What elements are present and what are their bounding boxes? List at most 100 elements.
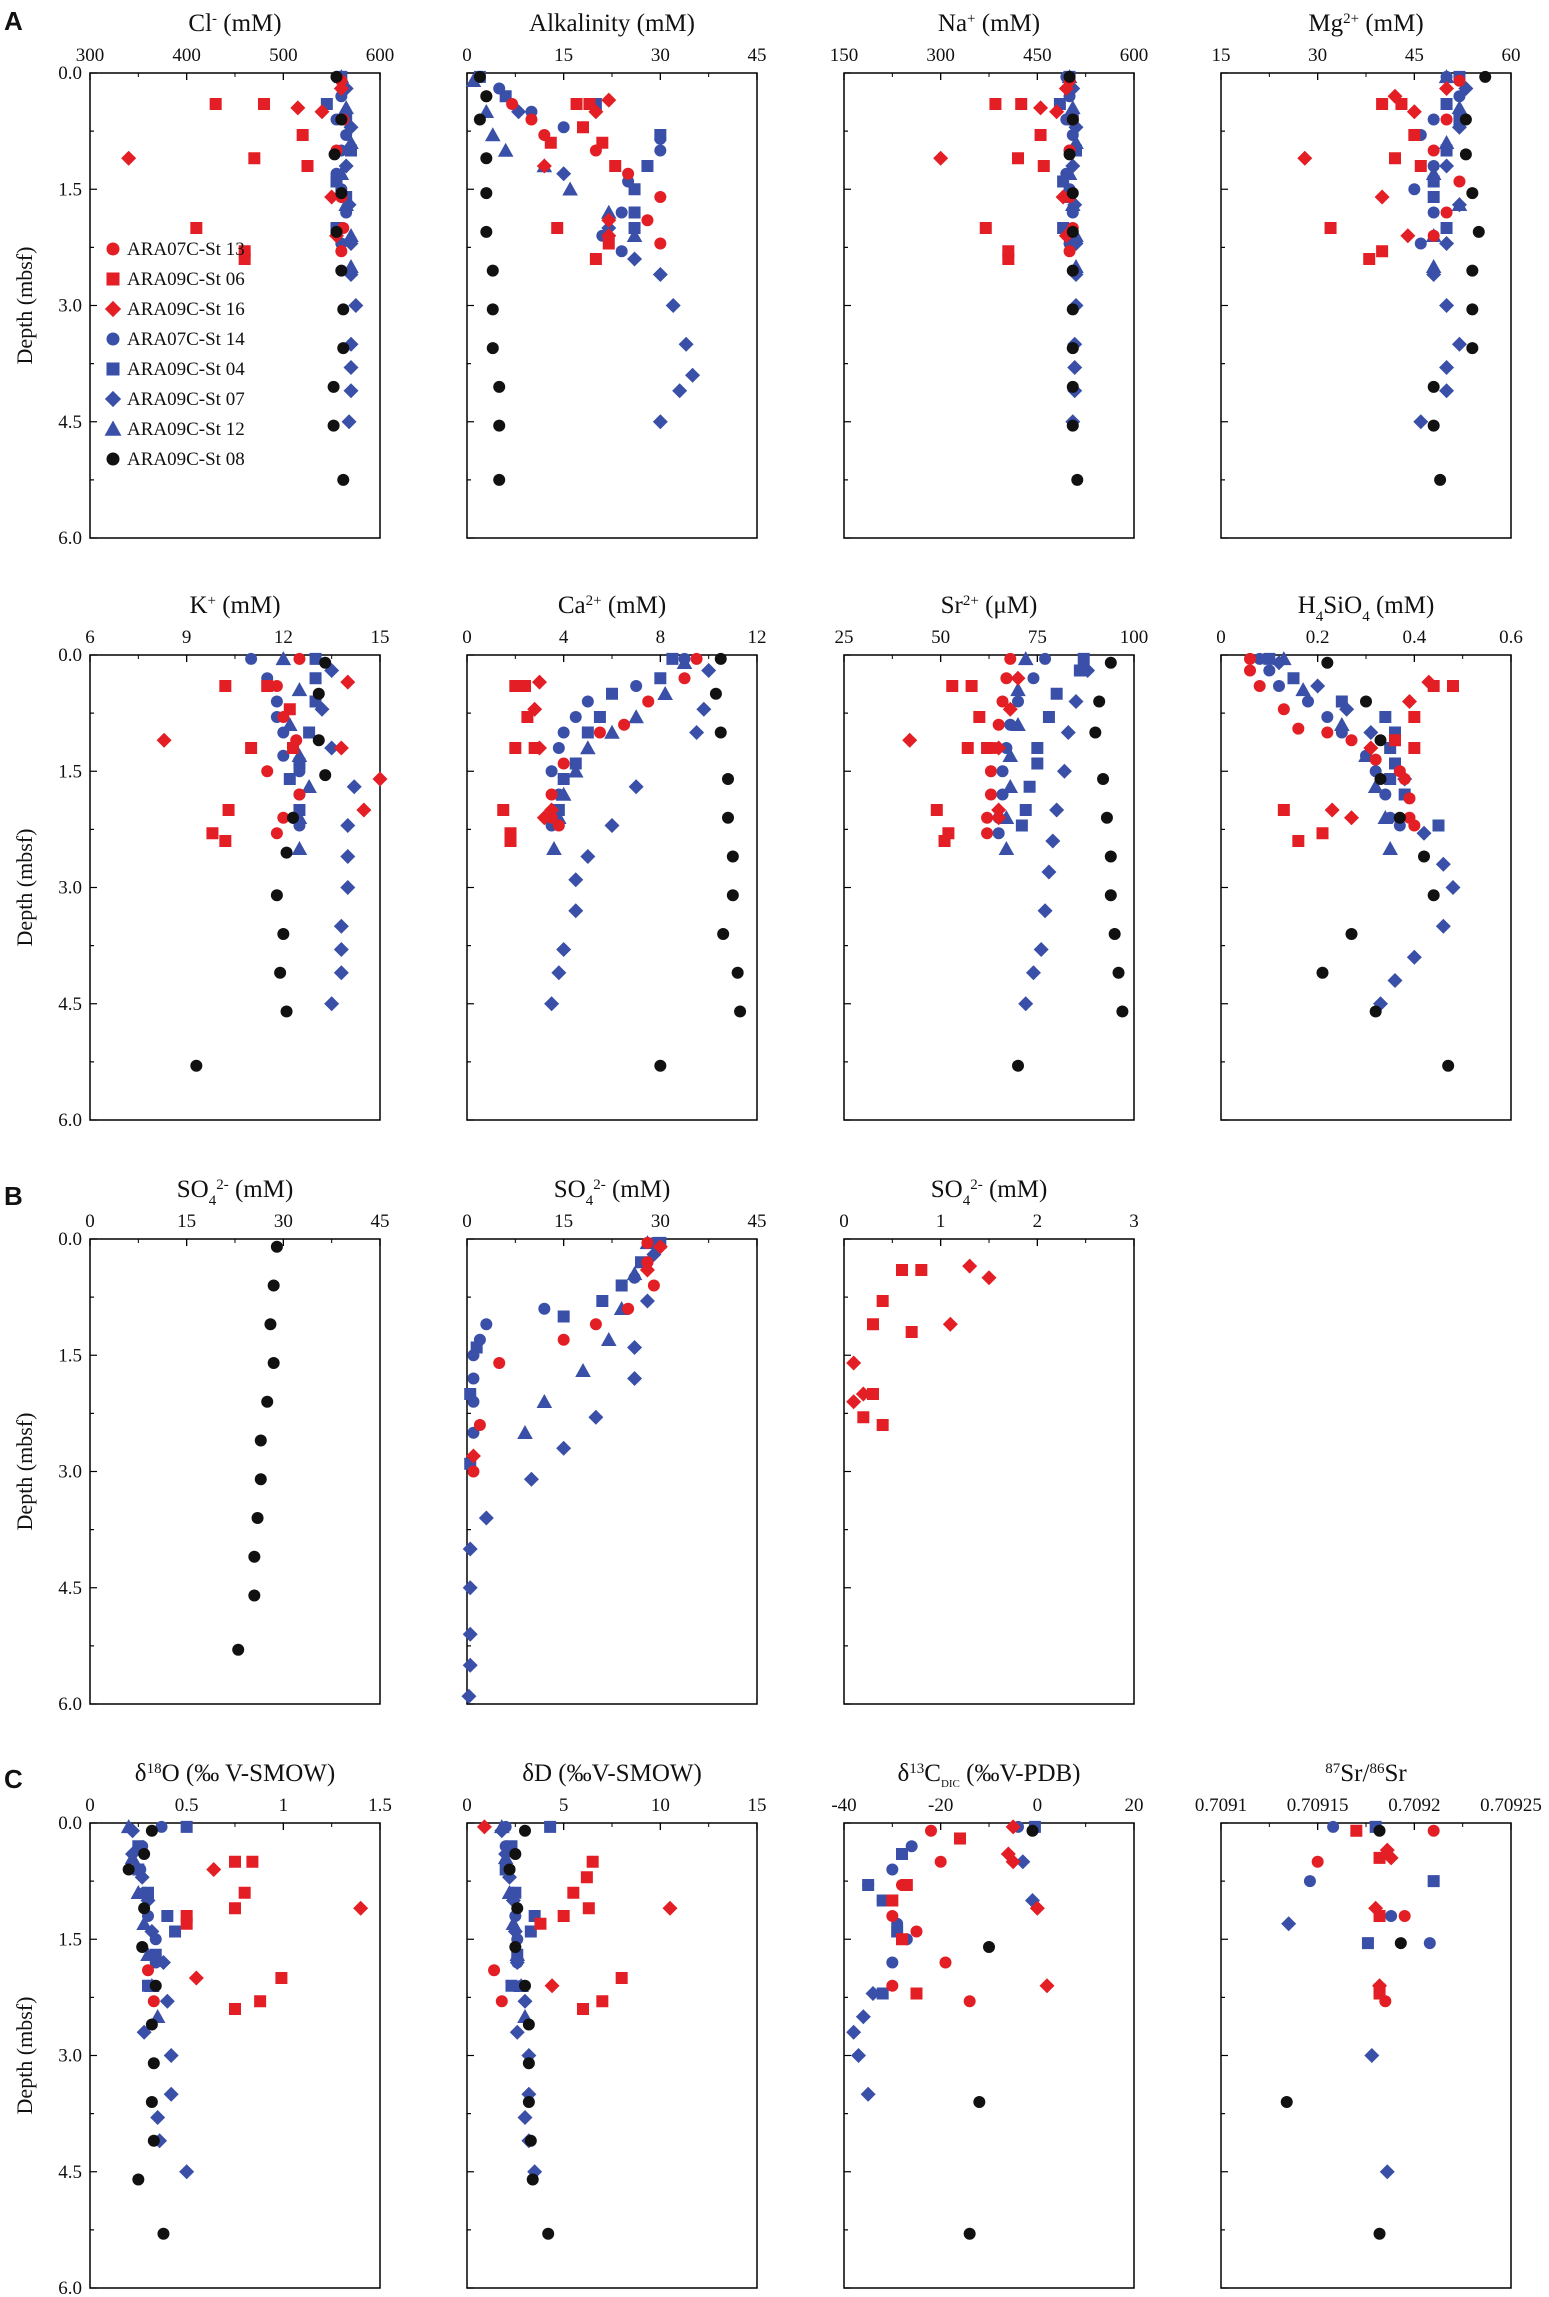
data-point [122, 1863, 135, 1876]
x-tick-label: 0.5 [175, 1795, 199, 1816]
x-tick-label: 2 [1033, 1211, 1043, 1232]
data-point [149, 1979, 162, 1992]
data-point [150, 2110, 166, 2125]
panel-4: Mg2+ (mM) 15 30 45 60 [1212, 10, 1521, 539]
data-point [1244, 664, 1256, 677]
series-ara09c-st-06 [534, 1855, 628, 2015]
data-point [293, 652, 306, 665]
data-point [462, 1626, 478, 1642]
data-point [575, 1362, 591, 1377]
x-tick-label: 0 [85, 1795, 95, 1816]
data-point [161, 1910, 174, 1922]
data-point [654, 191, 667, 203]
data-point [639, 1293, 655, 1309]
data-point [1439, 158, 1455, 174]
data-point [1439, 81, 1455, 96]
data-point [1466, 342, 1479, 355]
data-point [1383, 1850, 1399, 1866]
x-tick-label: 15 [554, 45, 573, 66]
data-point [1373, 2227, 1386, 2240]
data-point [855, 1386, 871, 1402]
data-point [180, 1917, 193, 1930]
series-ara09c-st-07 [511, 104, 701, 430]
data-point [1000, 672, 1013, 685]
data-point [473, 70, 486, 83]
data-point [1263, 664, 1276, 677]
x-tick-label: 75 [1028, 627, 1047, 648]
series-ara09c-st-12 [1425, 69, 1468, 273]
series-ara09c-st-12 [275, 651, 317, 855]
data-point [1244, 652, 1256, 665]
data-point [626, 227, 643, 242]
data-point [717, 928, 730, 940]
data-point [618, 718, 631, 731]
data-point [130, 1884, 147, 1899]
panel-12: δ18O (‰ V-SMOW) 0 0.5 1 1.5 0.0 1.5 3.0 4.5 6.0 De… [12, 1760, 392, 2297]
data-point [846, 1394, 862, 1410]
x-tick-label: 600 [1120, 45, 1149, 66]
data-point [630, 680, 643, 692]
data-point [996, 695, 1009, 708]
data-point [206, 827, 219, 840]
legend-item: ARA09C-St 06 [106, 269, 245, 290]
data-point [876, 1987, 889, 2000]
data-point [526, 2173, 539, 2186]
data-point [981, 1270, 997, 1286]
data-point [1439, 383, 1455, 399]
data-point [314, 104, 330, 120]
data-point [1394, 1937, 1407, 1950]
series-ara07c-st-13 [261, 652, 306, 840]
y-tick-label: 6.0 [58, 2278, 82, 2297]
data-point [580, 849, 596, 864]
data-point [1112, 966, 1125, 979]
data-point [606, 687, 618, 700]
data-point [523, 1471, 539, 1487]
data-point [280, 1005, 293, 1018]
series-ara09c-st-07 [314, 663, 362, 1012]
data-point [860, 2086, 876, 2102]
series-ara07c-st-13 [981, 652, 1017, 840]
data-point [1440, 222, 1453, 234]
data-point [521, 711, 534, 723]
series-ara07c-st-13 [1427, 74, 1466, 242]
legend-label: ARA07C-St 13 [127, 239, 245, 260]
data-point [246, 1855, 259, 1868]
data-point [1015, 819, 1028, 832]
data-point [1033, 100, 1049, 116]
series-ara09c-st-06 [1324, 98, 1427, 265]
data-point [593, 711, 606, 723]
data-point [545, 765, 558, 778]
series-ara09c-st-07 [1281, 1916, 1395, 2180]
data-point [1073, 664, 1086, 677]
series-ara09c-st-08 [327, 70, 350, 486]
data-point [229, 1902, 241, 1915]
legend-item: ARA09C-St 16 [104, 299, 245, 320]
data-point [283, 703, 296, 716]
data-point [1434, 473, 1447, 486]
data-point [551, 965, 567, 981]
data-point [1253, 652, 1266, 665]
data-point [1439, 360, 1455, 375]
data-point [486, 303, 499, 316]
data-point [517, 1424, 533, 1439]
series-ara09c-st-16 [476, 1819, 678, 1994]
x-tick-label: 30 [651, 1211, 670, 1232]
data-point [1295, 682, 1311, 697]
data-point [333, 81, 349, 96]
y-tick-label: 6.0 [58, 1694, 82, 1715]
series-ara07c-st-13 [1311, 1824, 1440, 2008]
data-point [979, 222, 992, 234]
data-point [992, 718, 1005, 731]
data-point [1104, 889, 1117, 902]
data-point [701, 663, 717, 678]
x-tick-label: 0.2 [1306, 627, 1330, 648]
data-point [291, 747, 308, 762]
data-point [270, 695, 283, 708]
data-point [672, 383, 688, 399]
legend: ARA07C-St 13 ARA09C-St 06 ARA09C-St 16 ARA0… [104, 239, 245, 470]
legend-marker-square [106, 362, 120, 376]
data-point [1439, 236, 1455, 251]
data-point [538, 1302, 551, 1315]
data-point [340, 818, 356, 833]
data-point [524, 2134, 537, 2147]
